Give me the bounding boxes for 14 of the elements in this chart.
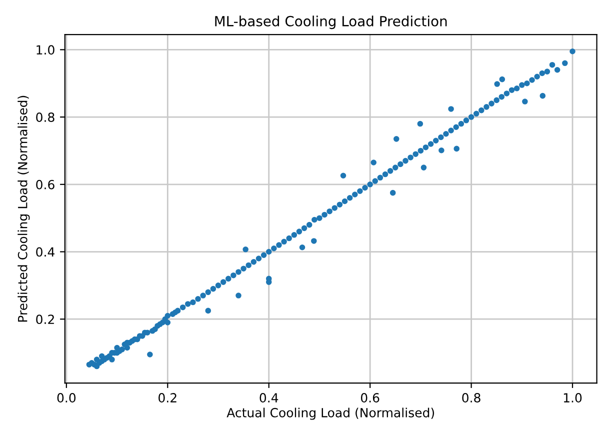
y-tick-label: 0.6 xyxy=(36,180,54,190)
chart-title: ML-based Cooling Load Prediction xyxy=(215,16,447,30)
x-tick-label: 0.0 xyxy=(57,393,76,403)
x-tick-label: 0.4 xyxy=(260,393,278,403)
y-axis-title: Predicted Cooling Load (Normalised) xyxy=(18,96,30,322)
x-axis-title: Actual Cooling Load (Normalised) xyxy=(226,408,434,420)
x-tick-label: 0.8 xyxy=(462,393,480,403)
y-tick-label: 1.0 xyxy=(36,45,54,55)
y-tick-label: 0.4 xyxy=(36,247,54,257)
x-tick-label: 0.6 xyxy=(360,393,380,403)
y-tick-label: 0.8 xyxy=(36,112,54,122)
y-tick-label: 0.2 xyxy=(36,314,54,324)
x-tick-label: 1.0 xyxy=(564,393,582,403)
x-tick-label: 0.2 xyxy=(158,393,176,403)
